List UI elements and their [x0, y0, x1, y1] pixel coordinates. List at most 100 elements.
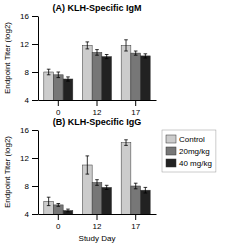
tick-mark — [32, 186, 38, 187]
tick: 12 — [20, 154, 38, 163]
tick-label: 12 — [93, 108, 102, 117]
tick-label: 4 — [25, 96, 30, 105]
bar — [131, 53, 141, 100]
bar — [53, 75, 63, 100]
x-axis-title: Study Day — [79, 234, 116, 243]
error-bar — [95, 180, 99, 186]
error-bar — [57, 72, 61, 78]
error-bar — [47, 69, 51, 75]
tick-label: 12 — [20, 154, 29, 163]
tick-label: 8 — [25, 68, 30, 77]
tick: 8 — [25, 182, 38, 191]
tick: 12 — [93, 100, 102, 117]
axis-line — [38, 17, 39, 101]
tick: 12 — [93, 214, 102, 231]
bar — [131, 186, 141, 214]
series — [63, 54, 150, 100]
tick-mark — [58, 100, 59, 106]
tick: 0 — [56, 214, 61, 231]
plot-area — [44, 40, 150, 100]
tick-label: 0 — [56, 222, 61, 231]
legend-swatch — [166, 147, 176, 155]
tick-mark — [32, 158, 38, 159]
tick: 12 — [20, 40, 38, 49]
bar — [141, 56, 151, 100]
tick: 8 — [25, 68, 38, 77]
error-bar — [86, 156, 90, 174]
bar — [141, 190, 151, 214]
bar — [92, 183, 102, 215]
tick-mark — [32, 130, 38, 131]
tick-mark — [32, 214, 38, 215]
error-bar — [105, 185, 109, 189]
bar — [102, 57, 112, 100]
tick-mark — [32, 44, 38, 45]
legend-item: 20mg/kg — [166, 147, 210, 156]
tick-label: 16 — [20, 12, 29, 21]
plot-area — [44, 140, 150, 214]
tick-mark — [135, 100, 136, 106]
x-axis: 0 12 17 — [39, 100, 157, 117]
error-bar — [86, 42, 90, 49]
error-bar — [66, 209, 70, 212]
bar — [102, 187, 112, 214]
chart: 4 8 12 16 0 12 17 (A) KLH-Specific IgM Endpoint … — [0, 0, 231, 252]
legend-swatch — [166, 159, 176, 167]
series — [53, 50, 140, 100]
series — [63, 185, 150, 214]
x-axis: 0 12 17 — [39, 214, 157, 231]
error-bar — [57, 204, 61, 207]
legend-item: Control — [166, 135, 205, 144]
tick-label: 16 — [20, 126, 29, 135]
series — [53, 180, 140, 214]
y-axis-title: Endpoint Titer (log2) — [3, 136, 12, 208]
y-axis-title: Endpoint Titer (log2) — [3, 22, 12, 94]
tick: 4 — [25, 210, 38, 219]
tick-label: 17 — [131, 222, 140, 231]
bar — [82, 45, 92, 100]
tick-mark — [32, 72, 38, 73]
bar — [121, 45, 131, 100]
bar — [63, 79, 73, 100]
tick-label: 4 — [25, 210, 30, 219]
tick: 17 — [131, 214, 140, 231]
tick-mark — [32, 16, 38, 17]
legend-label: Control — [179, 135, 205, 144]
title: (B) KLH-Specific IgG — [53, 117, 142, 127]
error-bar — [105, 55, 109, 59]
tick-mark — [58, 214, 59, 220]
error-bar — [124, 140, 128, 146]
bar — [44, 72, 54, 100]
legend-label: 40 mg/kg — [179, 159, 212, 168]
legend-swatch — [166, 135, 176, 143]
y-axis: 4 8 12 16 — [20, 126, 38, 219]
legend-label: 20mg/kg — [179, 147, 210, 156]
tick-mark — [97, 214, 98, 220]
tick-label: 8 — [25, 182, 30, 191]
series — [44, 140, 131, 214]
error-bar — [144, 54, 148, 58]
bar — [121, 143, 131, 214]
tick: 0 — [56, 100, 61, 117]
tick: 17 — [131, 100, 140, 117]
error-bar — [95, 50, 99, 56]
error-bar — [124, 40, 128, 51]
tick-label: 12 — [93, 222, 102, 231]
title: (A) KLH-Specific IgM — [53, 3, 142, 13]
tick-label: 12 — [20, 40, 29, 49]
tick-mark — [135, 214, 136, 220]
error-bar — [144, 187, 148, 193]
tick: 4 — [25, 96, 38, 105]
error-bar — [134, 51, 138, 55]
series — [44, 40, 131, 100]
bar — [92, 52, 102, 100]
panel: 4 8 12 16 0 12 17 (B) KLH-Specific IgG Endpoint … — [3, 117, 216, 243]
error-bar — [47, 197, 51, 205]
legend-item: 40 mg/kg — [166, 159, 212, 168]
tick: 16 — [20, 126, 38, 135]
error-bar — [134, 183, 138, 189]
legend: Control 20mg/kg 40 mg/kg — [162, 130, 216, 172]
panel: 4 8 12 16 0 12 17 (A) KLH-Specific IgM Endpoint … — [3, 3, 157, 128]
tick-label: 17 — [131, 108, 140, 117]
error-bar — [66, 77, 70, 81]
